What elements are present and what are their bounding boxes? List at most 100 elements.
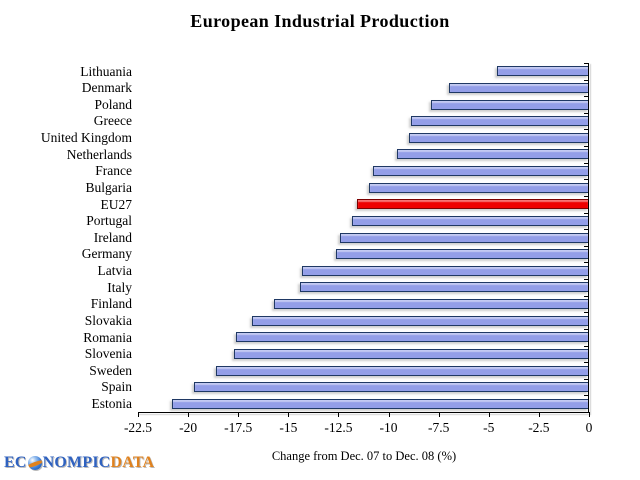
bar-row: Romania <box>0 329 589 346</box>
category-label: Greece <box>93 113 132 129</box>
bar <box>274 299 589 310</box>
x-tick <box>238 412 240 417</box>
bar <box>340 232 589 243</box>
category-tick <box>584 63 588 64</box>
category-label: Ireland <box>93 229 132 245</box>
bar <box>216 365 589 376</box>
category-label: Lithuania <box>80 63 132 79</box>
globe-icon <box>27 456 42 470</box>
x-tick <box>338 412 340 417</box>
x-tick-label: -22.5 <box>123 420 153 435</box>
bar <box>302 265 589 276</box>
category-label: Germany <box>81 246 132 262</box>
category-label: Italy <box>107 279 132 295</box>
bar-row: Sweden <box>0 362 589 379</box>
bar-track <box>138 296 589 313</box>
bar-track <box>138 146 589 163</box>
category-label: Poland <box>94 96 132 112</box>
category-tick <box>584 213 588 214</box>
plot-area: Lithuania Denmark Poland Greece United Kingd… <box>0 63 589 412</box>
category-tick <box>584 179 588 180</box>
bar-row: Spain <box>0 379 589 396</box>
category-tick <box>584 229 588 230</box>
x-tick-label: -15 <box>279 420 298 435</box>
bar-track <box>138 196 589 213</box>
category-tick <box>584 129 588 130</box>
category-label: Romania <box>83 329 132 345</box>
x-tick <box>388 412 390 417</box>
x-tick-label: -5 <box>483 420 495 435</box>
category-tick <box>584 146 588 147</box>
bar-track <box>138 279 589 296</box>
bar-row: Latvia <box>0 263 589 280</box>
bar-track <box>138 179 589 196</box>
category-label: Bulgaria <box>85 179 133 195</box>
category-label: Sweden <box>89 362 132 378</box>
bar-track <box>138 113 589 130</box>
category-tick <box>584 362 588 363</box>
x-tick <box>538 412 540 417</box>
econompic-logo: EC NOMPIC DATA <box>4 453 154 473</box>
x-tick <box>488 412 490 417</box>
bar-row: Finland <box>0 296 589 313</box>
x-tick-label: -20 <box>179 420 198 435</box>
x-axis-line <box>138 412 590 413</box>
category-label: Slovenia <box>84 346 132 362</box>
x-tick <box>138 412 139 417</box>
bar <box>252 315 589 326</box>
bar <box>408 132 589 143</box>
bar <box>448 82 589 93</box>
category-tick <box>584 279 588 280</box>
bar-track <box>138 263 589 280</box>
category-label: Estonia <box>91 396 133 412</box>
category-tick <box>584 246 588 247</box>
x-tick <box>188 412 190 417</box>
bar-row: Estonia <box>0 396 589 413</box>
bar <box>352 215 589 226</box>
bar-row: France <box>0 163 589 180</box>
bar-row: Bulgaria <box>0 179 589 196</box>
bar-track <box>138 246 589 263</box>
category-tick <box>584 296 588 297</box>
bar-row: Slovenia <box>0 346 589 363</box>
bar-track <box>138 80 589 97</box>
category-label: Denmark <box>81 80 132 96</box>
x-tick <box>589 412 590 417</box>
category-tick <box>584 96 588 97</box>
bar-track <box>138 329 589 346</box>
bar-row: Germany <box>0 246 589 263</box>
bar-track <box>138 312 589 329</box>
bar-row: Slovakia <box>0 312 589 329</box>
category-label: Netherlands <box>66 146 132 162</box>
category-label: United Kingdom <box>40 130 132 146</box>
category-tick <box>584 312 588 313</box>
bar <box>194 382 589 393</box>
bar-track <box>138 346 589 363</box>
zero-axis-line <box>588 63 589 413</box>
bar-eu27-highlight <box>356 199 589 210</box>
bar-row: Netherlands <box>0 146 589 163</box>
x-tick-label: -2.5 <box>528 420 550 435</box>
category-label: Slovakia <box>84 312 132 328</box>
bar <box>410 116 589 127</box>
bar <box>172 398 589 409</box>
bar <box>372 166 589 177</box>
bar-track <box>138 229 589 246</box>
bar <box>430 99 589 110</box>
bar <box>300 282 589 293</box>
category-tick <box>584 346 588 347</box>
bar-track <box>138 213 589 230</box>
category-label: Portugal <box>86 213 132 229</box>
bar-track <box>138 163 589 180</box>
x-tick-label: -17.5 <box>224 420 253 435</box>
x-tick <box>438 412 440 417</box>
bar-row: Lithuania <box>0 63 589 80</box>
logo-text-nompic: NOMPIC <box>42 454 111 471</box>
bar <box>396 149 589 160</box>
bar-track <box>138 379 589 396</box>
category-label: Spain <box>101 379 132 395</box>
bar <box>496 66 589 77</box>
category-label: France <box>95 163 132 179</box>
bar-track <box>138 96 589 113</box>
category-tick <box>584 379 588 380</box>
